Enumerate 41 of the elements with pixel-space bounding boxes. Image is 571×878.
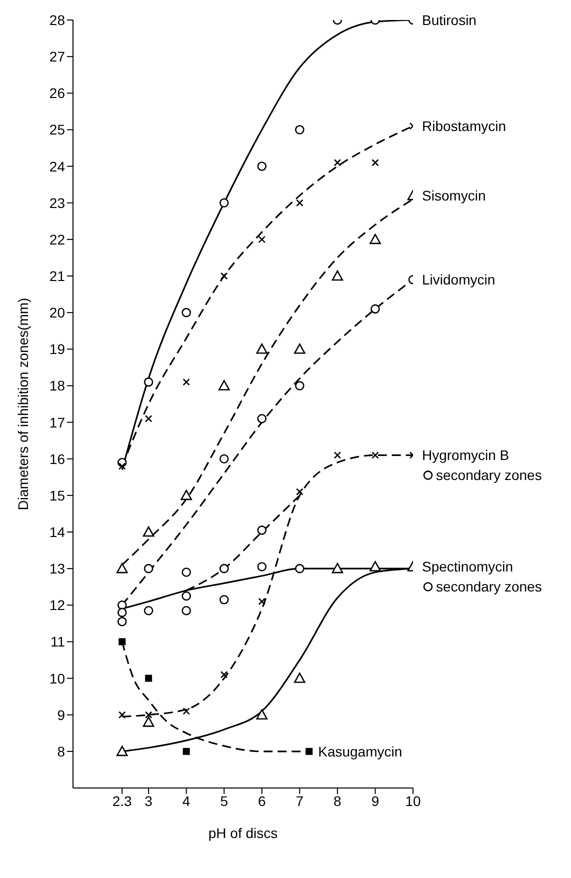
x-tick-label: 2.3 [112, 792, 132, 809]
y-tick-label: 28 [49, 12, 66, 28]
y-tick-label: 8 [57, 743, 66, 760]
y-tick-label: 9 [57, 706, 66, 723]
y-tick-label: 14 [49, 524, 66, 540]
x-axis-title: pH of discs [208, 825, 278, 841]
y-tick-label: 24 [49, 158, 66, 174]
x-tick-label: 8 [334, 792, 342, 809]
x-tick-label: 10 [405, 792, 421, 809]
x-tick-label: 9 [371, 792, 380, 809]
x-tick-label: 7 [296, 792, 304, 809]
y-tick-label: 22 [49, 231, 66, 248]
y-tick-label: 18 [49, 378, 66, 394]
series-label: Spectinomycin [422, 558, 514, 575]
y-tick-label: 12 [49, 597, 66, 614]
series-label: Butirosin [422, 12, 476, 28]
x-tick-label: 5 [220, 792, 228, 809]
y-tick-label: 25 [49, 122, 66, 138]
y-tick-label: 27 [49, 48, 66, 65]
series-label: Hygromycin B [422, 447, 510, 464]
y-tick-label: 23 [49, 194, 66, 211]
y-axis-title: Diameters of inhibition zones(mm) [14, 298, 31, 510]
legend-label: secondary zones [436, 578, 542, 595]
series-label: Kasugamycin [318, 743, 402, 760]
x-tick-label: 4 [182, 792, 190, 809]
y-tick-label: 17 [49, 414, 66, 430]
y-tick-label: 19 [49, 341, 66, 358]
legend-label: secondary zones [436, 467, 542, 484]
series-label: Lividomycin [422, 272, 496, 288]
y-tick-label: 15 [49, 487, 66, 504]
series-label: Ribostamycin [422, 118, 506, 134]
series-label: Sisomycin [422, 188, 486, 204]
y-tick-label: 16 [49, 450, 66, 467]
y-tick-label: 11 [50, 634, 66, 650]
x-tick-label: 6 [258, 792, 266, 809]
y-tick-label: 10 [49, 670, 66, 686]
y-tick-label: 20 [49, 304, 66, 321]
y-tick-label: 26 [49, 85, 66, 102]
y-tick-label: 21 [49, 268, 66, 284]
x-tick-label: 3 [144, 792, 153, 809]
y-tick-label: 13 [49, 560, 66, 577]
